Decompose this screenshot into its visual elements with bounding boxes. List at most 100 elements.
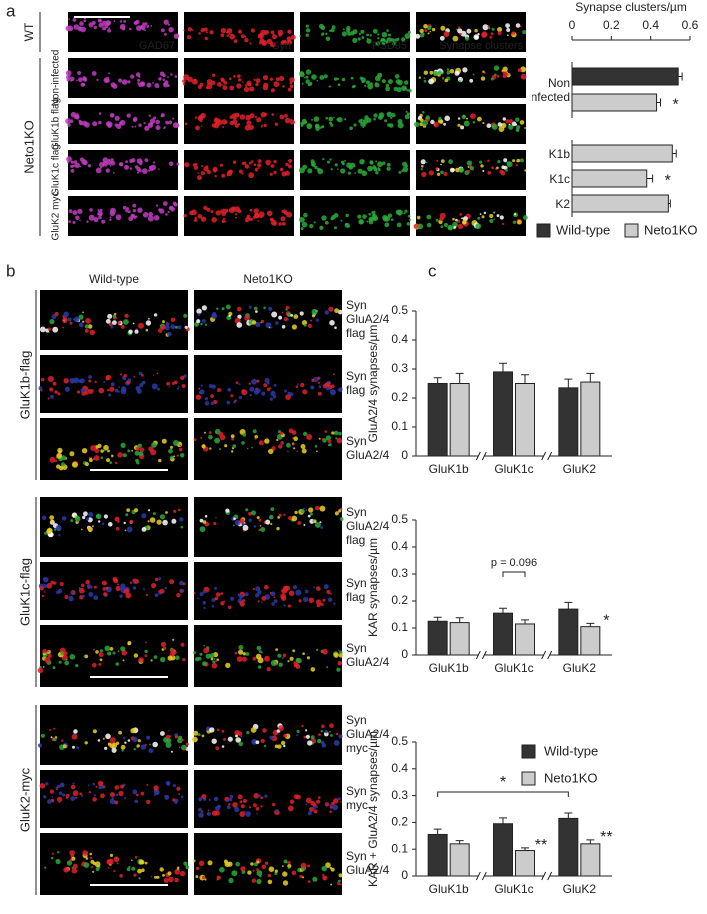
puncta <box>132 789 138 795</box>
puncta <box>279 114 285 120</box>
puncta <box>71 866 74 869</box>
x-tick-label: GluK1c <box>494 882 533 896</box>
puncta <box>392 41 397 46</box>
puncta <box>466 28 472 34</box>
puncta <box>280 216 286 222</box>
puncta <box>122 453 127 458</box>
puncta <box>406 222 411 226</box>
bar <box>515 850 535 877</box>
puncta <box>161 438 167 444</box>
puncta <box>291 324 297 330</box>
micrograph <box>413 196 528 236</box>
puncta <box>229 33 236 40</box>
puncta <box>284 117 291 124</box>
puncta <box>136 171 139 174</box>
error-bar <box>499 817 507 824</box>
puncta <box>271 219 277 226</box>
puncta <box>294 510 298 515</box>
puncta <box>384 40 388 44</box>
puncta <box>174 75 178 78</box>
puncta <box>449 68 455 74</box>
puncta <box>269 735 274 740</box>
error-bar <box>499 362 507 372</box>
puncta <box>238 395 243 400</box>
puncta <box>177 385 180 388</box>
puncta <box>231 437 235 441</box>
puncta <box>65 70 72 76</box>
puncta <box>505 23 510 28</box>
puncta <box>453 225 457 229</box>
row-label: GluK2 myc <box>51 192 62 241</box>
puncta <box>319 505 326 512</box>
puncta <box>264 794 268 798</box>
puncta <box>330 883 333 886</box>
puncta <box>220 27 227 34</box>
puncta <box>180 642 185 647</box>
puncta <box>303 524 306 526</box>
puncta <box>278 222 282 226</box>
puncta <box>248 161 252 165</box>
puncta <box>132 322 135 325</box>
puncta <box>99 649 103 653</box>
puncta <box>270 88 275 93</box>
error-bar <box>499 607 507 614</box>
puncta <box>296 450 298 453</box>
puncta <box>253 208 259 214</box>
puncta <box>264 438 270 444</box>
puncta <box>100 456 104 460</box>
puncta <box>154 577 159 582</box>
puncta <box>168 730 170 732</box>
y-tick-label-text: K1b <box>548 146 570 161</box>
puncta <box>246 447 249 450</box>
puncta <box>114 388 119 393</box>
puncta <box>371 210 376 215</box>
puncta <box>126 113 131 118</box>
puncta <box>241 161 245 165</box>
puncta <box>117 583 119 586</box>
puncta <box>415 33 421 39</box>
puncta <box>161 28 165 33</box>
puncta <box>125 513 129 517</box>
puncta <box>263 123 267 128</box>
puncta <box>442 77 444 80</box>
puncta <box>168 161 174 167</box>
puncta <box>113 20 116 23</box>
puncta <box>73 729 78 734</box>
puncta <box>44 531 48 535</box>
puncta <box>408 88 412 93</box>
puncta <box>142 22 145 25</box>
puncta <box>252 803 257 808</box>
puncta <box>292 443 295 446</box>
puncta <box>238 645 244 650</box>
puncta <box>251 320 257 325</box>
puncta <box>479 213 482 216</box>
puncta <box>119 162 124 167</box>
puncta <box>384 119 388 123</box>
puncta <box>114 312 117 316</box>
puncta <box>380 38 386 44</box>
puncta <box>41 515 47 520</box>
puncta <box>493 211 496 214</box>
puncta <box>49 789 55 794</box>
puncta <box>462 216 468 222</box>
puncta <box>135 386 141 391</box>
puncta <box>114 461 118 465</box>
puncta <box>404 209 408 213</box>
micrograph <box>39 290 190 350</box>
puncta <box>305 79 311 84</box>
puncta <box>45 782 49 786</box>
puncta <box>326 382 331 386</box>
puncta <box>50 394 54 399</box>
puncta <box>367 83 374 90</box>
puncta <box>110 114 114 118</box>
puncta <box>232 524 235 527</box>
puncta <box>154 875 157 879</box>
channel-label: GluA2/4 <box>346 863 390 877</box>
puncta <box>311 378 315 382</box>
puncta <box>176 162 180 166</box>
puncta <box>201 164 204 167</box>
puncta <box>241 656 247 662</box>
puncta <box>202 520 207 524</box>
puncta <box>82 515 86 520</box>
puncta <box>298 167 305 174</box>
